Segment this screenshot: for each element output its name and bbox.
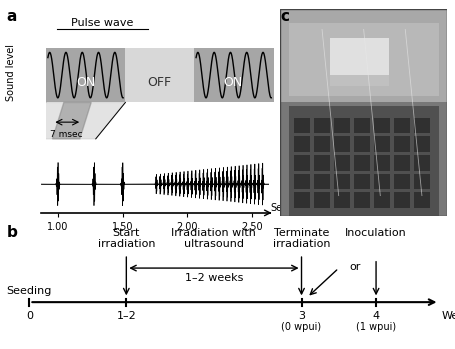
Text: or: or bbox=[349, 262, 360, 272]
Bar bbox=[293, 174, 310, 190]
Bar bbox=[280, 9, 446, 102]
Text: Start
irradiation: Start irradiation bbox=[97, 228, 155, 250]
Text: Seeding: Seeding bbox=[7, 286, 52, 296]
Bar bbox=[313, 174, 329, 190]
Bar bbox=[353, 136, 369, 152]
Bar bbox=[353, 174, 369, 190]
Bar bbox=[353, 155, 369, 171]
Text: (1 wpui): (1 wpui) bbox=[355, 321, 395, 332]
Bar bbox=[353, 118, 369, 133]
Bar bbox=[333, 193, 349, 208]
Bar bbox=[413, 136, 430, 152]
Bar bbox=[413, 193, 430, 208]
Bar bbox=[373, 174, 389, 190]
Bar bbox=[125, 48, 193, 102]
Text: Sec: Sec bbox=[270, 203, 287, 214]
Bar bbox=[333, 136, 349, 152]
Bar bbox=[313, 136, 329, 152]
Text: 1–2 weeks: 1–2 weeks bbox=[184, 273, 243, 283]
Bar bbox=[288, 106, 438, 216]
Bar bbox=[293, 155, 310, 171]
Bar bbox=[313, 118, 329, 133]
Text: Week: Week bbox=[440, 311, 455, 321]
Bar bbox=[293, 193, 310, 208]
Text: time: time bbox=[286, 70, 308, 80]
Text: ON: ON bbox=[222, 76, 242, 89]
Bar bbox=[413, 155, 430, 171]
Text: 1–2: 1–2 bbox=[116, 311, 136, 321]
Bar bbox=[329, 38, 388, 75]
Text: Inoculation: Inoculation bbox=[344, 228, 406, 238]
Text: Irradiation with
ultrasound: Irradiation with ultrasound bbox=[171, 228, 256, 250]
Bar bbox=[393, 193, 410, 208]
Bar bbox=[313, 155, 329, 171]
Bar bbox=[313, 193, 329, 208]
Text: Terminate
irradiation: Terminate irradiation bbox=[272, 228, 329, 250]
Bar bbox=[193, 48, 273, 102]
Bar bbox=[353, 193, 369, 208]
Bar bbox=[293, 118, 310, 133]
Text: 4: 4 bbox=[372, 311, 379, 321]
Bar bbox=[329, 75, 388, 86]
Bar bbox=[393, 136, 410, 152]
Bar bbox=[46, 48, 125, 102]
Polygon shape bbox=[27, 102, 125, 139]
Text: b: b bbox=[7, 225, 18, 240]
Text: Sound level: Sound level bbox=[6, 44, 16, 101]
Text: 3: 3 bbox=[298, 311, 304, 321]
Text: c: c bbox=[280, 9, 289, 24]
Bar bbox=[393, 118, 410, 133]
Bar bbox=[373, 193, 389, 208]
Bar bbox=[333, 118, 349, 133]
Bar bbox=[393, 155, 410, 171]
Bar bbox=[333, 174, 349, 190]
Text: 0: 0 bbox=[26, 311, 33, 321]
Text: (0 wpui): (0 wpui) bbox=[281, 321, 321, 332]
Bar bbox=[293, 136, 310, 152]
Bar bbox=[333, 155, 349, 171]
Bar bbox=[373, 118, 389, 133]
Bar bbox=[288, 23, 438, 96]
Text: a: a bbox=[7, 9, 17, 24]
Bar bbox=[393, 174, 410, 190]
Bar bbox=[373, 155, 389, 171]
Bar bbox=[373, 136, 389, 152]
Text: ON: ON bbox=[76, 76, 95, 89]
Text: OFF: OFF bbox=[147, 76, 171, 89]
Text: 7 msec: 7 msec bbox=[50, 130, 82, 139]
Text: Pulse wave: Pulse wave bbox=[71, 18, 133, 28]
Bar bbox=[413, 174, 430, 190]
Polygon shape bbox=[52, 102, 91, 139]
Bar bbox=[413, 118, 430, 133]
